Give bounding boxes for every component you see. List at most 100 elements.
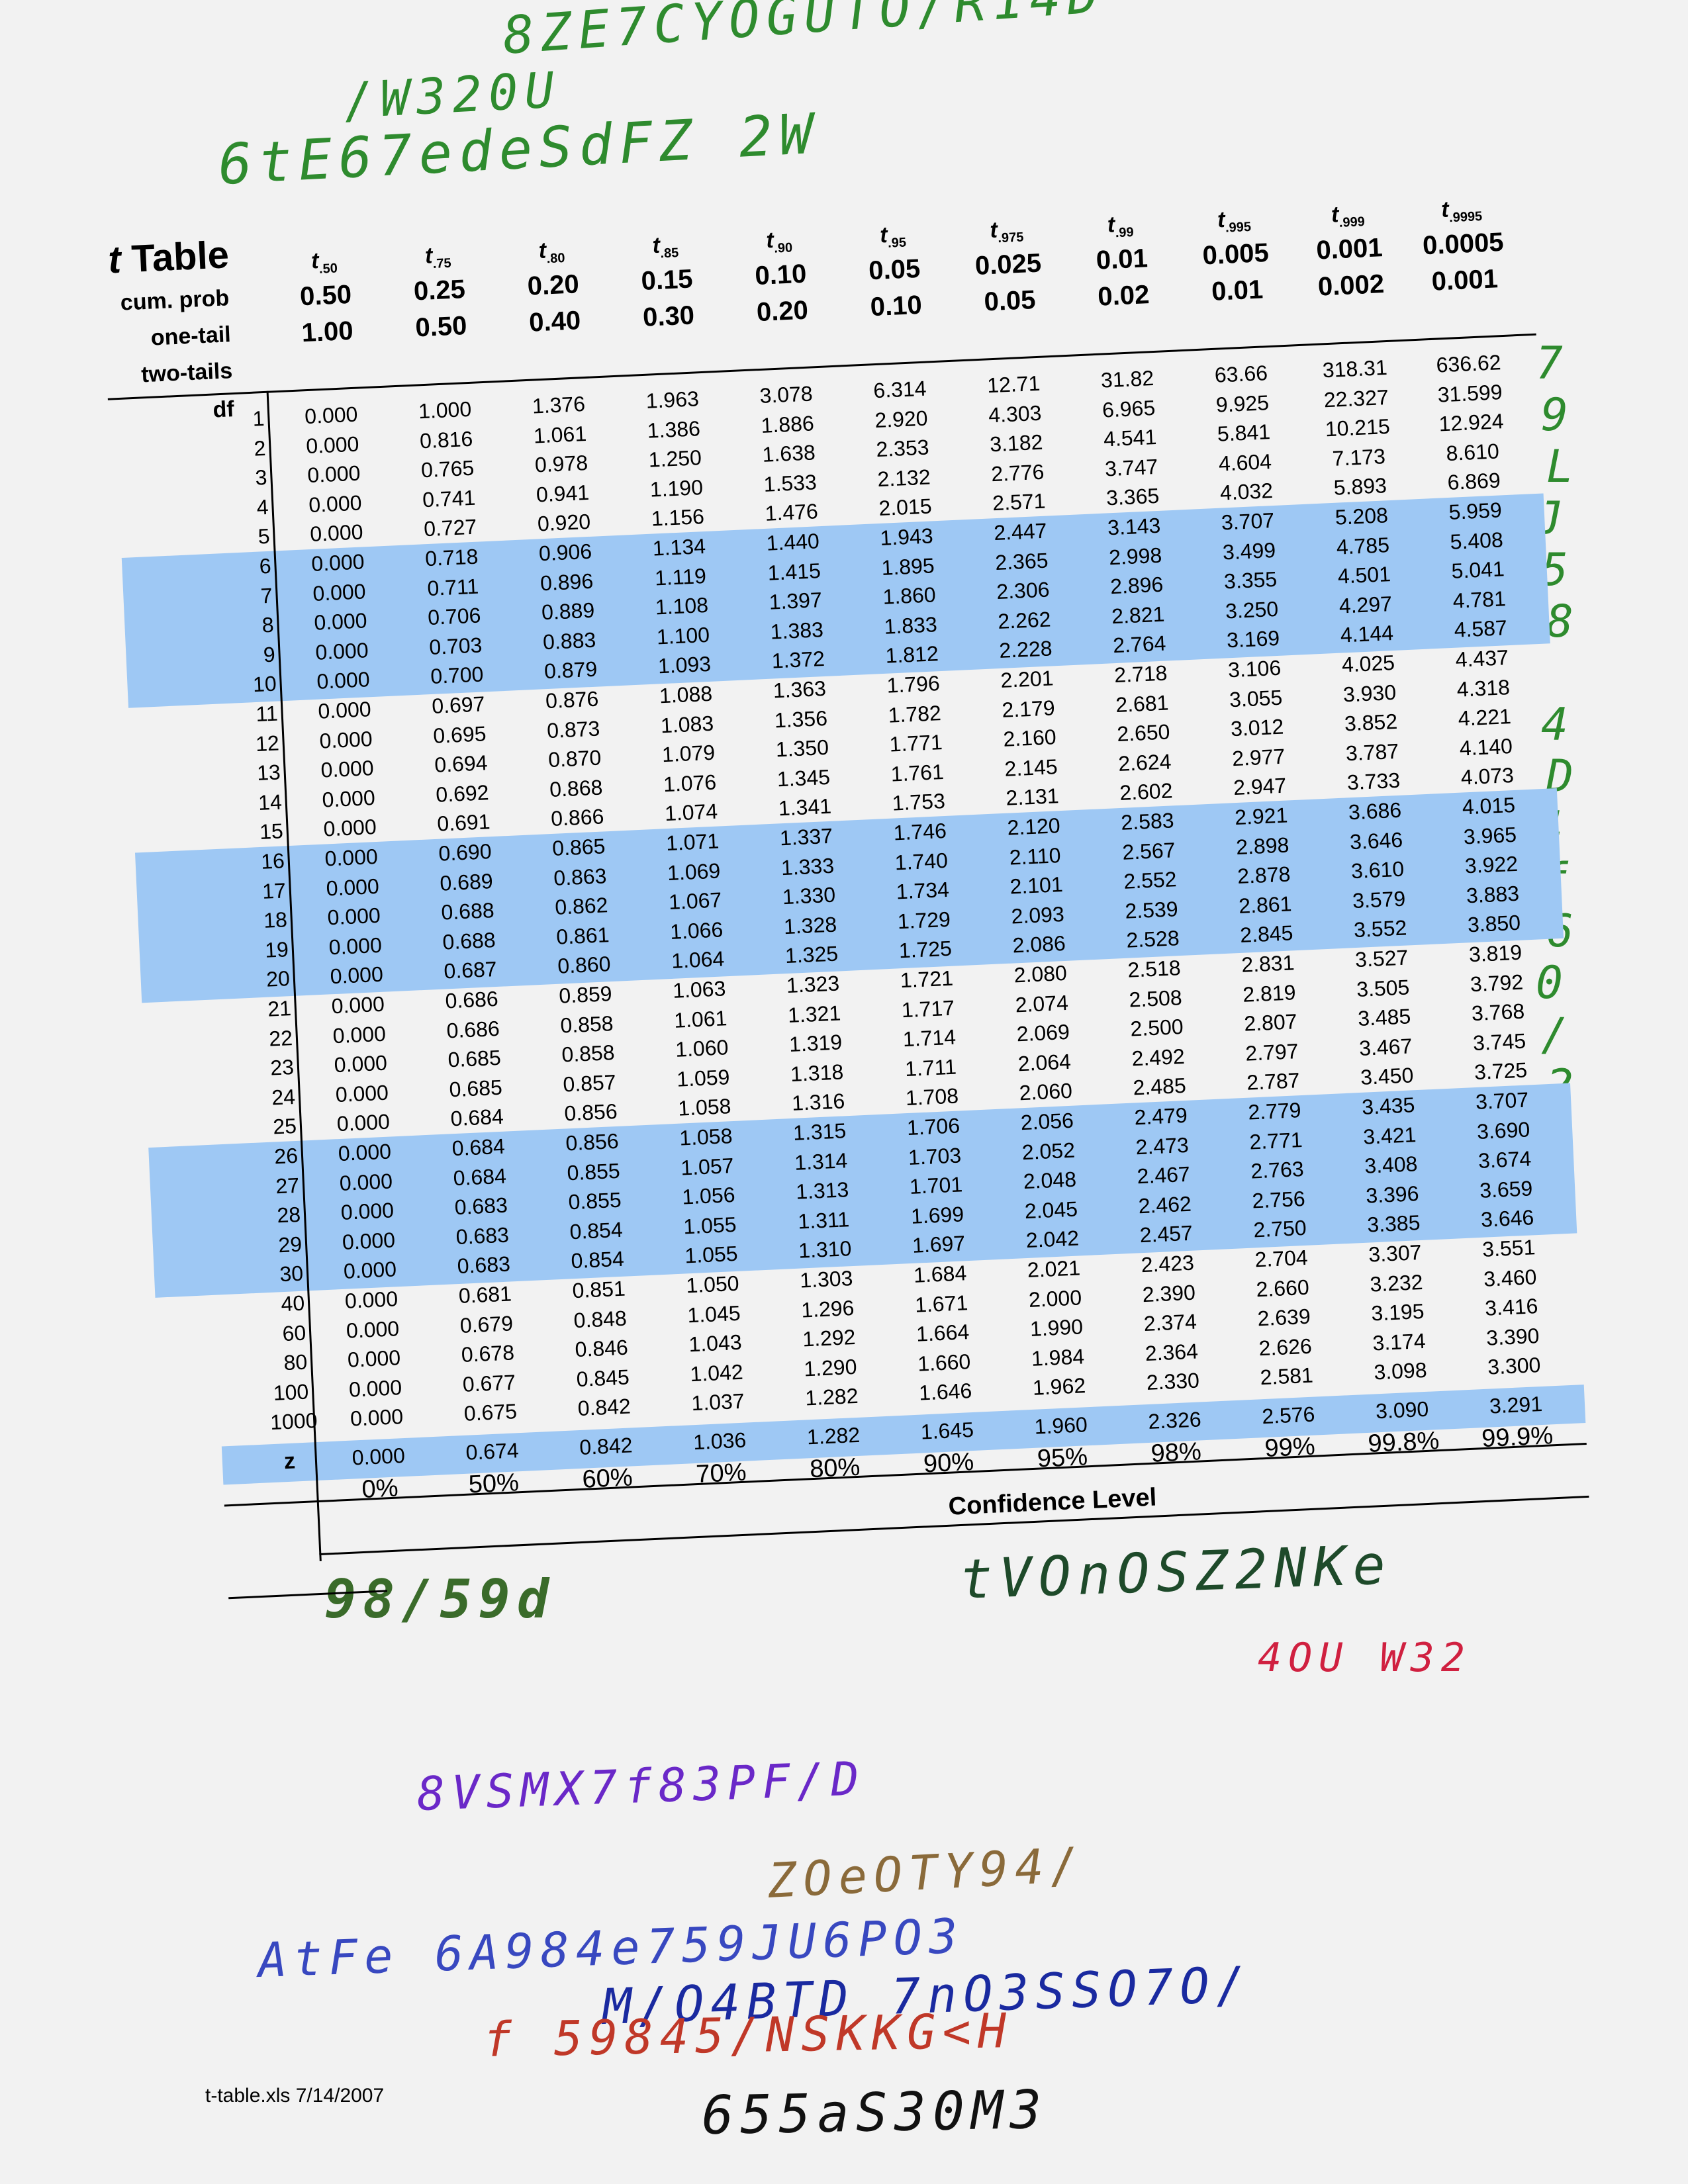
table-cell: 3.143: [1107, 513, 1161, 540]
table-cell: 0.000: [326, 903, 381, 930]
table-cell: 1.296: [800, 1295, 855, 1322]
table-cell: 1.372: [771, 647, 825, 673]
table-cell: 3.416: [1484, 1294, 1539, 1320]
header-one-tail-5: 0.05: [868, 253, 921, 286]
table-cell: 2.110: [1008, 842, 1062, 870]
table-cell: 1.990: [1029, 1314, 1084, 1342]
table-cell: 0.690: [438, 839, 492, 866]
table-cell: 4.073: [1460, 763, 1515, 790]
table-cell: 1.321: [787, 1001, 841, 1027]
table-cell: 5.841: [1217, 420, 1271, 446]
table-cell: 3.106: [1227, 655, 1282, 682]
z-cell: 0.674: [465, 1438, 520, 1465]
header-t-5: t.95: [879, 222, 907, 251]
table-cell: 0.691: [436, 809, 491, 837]
table-cell: 4.221: [1457, 704, 1512, 731]
handwriting-line-12: f 59845/NSKKG<H: [483, 2003, 1013, 2068]
header-t-8: t.995: [1217, 206, 1252, 236]
df-value: 25: [272, 1114, 297, 1139]
table-cell: 1.701: [909, 1172, 963, 1199]
table-cell: 0.694: [434, 751, 489, 778]
table-cell: 3.174: [1372, 1328, 1427, 1355]
table-cell: 1.476: [764, 499, 819, 526]
side-handwriting-char: /: [1541, 1009, 1575, 1061]
table-cell: 2.262: [997, 607, 1052, 633]
table-cell: 5.893: [1333, 473, 1387, 500]
header-t-sub: .975: [997, 230, 1024, 246]
table-cell: 2.069: [1015, 1019, 1070, 1046]
table-cell: 2.898: [1235, 833, 1290, 859]
table-cell: 1.318: [790, 1060, 844, 1086]
table-cell: 7.173: [1331, 444, 1386, 471]
table-cell: 0.863: [553, 863, 608, 890]
table-cell: 1.376: [532, 392, 586, 418]
df-value: 16: [260, 848, 285, 874]
table-cell: 1.533: [763, 470, 818, 496]
header-two-tails-7: 0.02: [1097, 280, 1150, 312]
table-cell: 3.307: [1368, 1240, 1423, 1267]
header-t-2: t.80: [538, 238, 565, 267]
table-cell: 1.697: [912, 1231, 966, 1258]
table-cell: 0.862: [554, 893, 609, 920]
table-cell: 0.000: [321, 785, 376, 812]
table-cell: 5.208: [1335, 503, 1389, 529]
header-t-sub: .9995: [1448, 209, 1483, 226]
table-cell: 2.779: [1247, 1098, 1302, 1124]
table-cell: 1.076: [663, 770, 717, 797]
table-cell: 2.353: [875, 435, 930, 462]
table-cell: 3.365: [1105, 484, 1160, 510]
z-cell: 0.842: [579, 1433, 633, 1459]
header-t-sub: .99: [1115, 224, 1135, 241]
table-cell: 3.646: [1480, 1205, 1535, 1232]
table-cell: 0.870: [547, 745, 602, 772]
header-one-tail-10: 0.0005: [1422, 227, 1505, 261]
df-value: 28: [276, 1202, 301, 1228]
table-cell: 0.000: [325, 874, 380, 901]
table-cell: 0.683: [453, 1193, 508, 1220]
header-t-sub: .75: [432, 255, 452, 272]
table-cell: 1.059: [676, 1064, 731, 1091]
header-one-tail-3: 0.15: [640, 264, 694, 296]
df-label: df: [212, 396, 235, 423]
table-cell: 3.787: [1345, 739, 1399, 766]
header-t-sub: .85: [660, 246, 679, 261]
table-cell: 3.390: [1485, 1323, 1540, 1350]
table-cell: 1.721: [900, 966, 954, 993]
table-cell: 2.093: [1010, 901, 1065, 929]
table-cell: 31.599: [1436, 379, 1503, 407]
footer-filename: t-table.xls 7/14/2007: [205, 2085, 385, 2107]
table-cell: 0.683: [456, 1251, 511, 1279]
table-cell: 318.31: [1322, 355, 1388, 383]
table-cell: 1.061: [533, 421, 587, 448]
table-cell: 0.685: [448, 1075, 503, 1102]
table-cell: 1.717: [901, 995, 955, 1022]
table-cell: 3.435: [1361, 1093, 1416, 1119]
table-cell: 1.703: [908, 1143, 962, 1169]
table-cell: 0.000: [332, 1021, 387, 1048]
table-cell: 1.055: [684, 1242, 739, 1268]
header-two-tails-9: 0.002: [1317, 269, 1385, 302]
table-cell: 1.045: [686, 1300, 741, 1327]
header-t-sub: .80: [546, 250, 565, 267]
table-cell: 3.725: [1474, 1058, 1528, 1085]
header-t-sub: .999: [1338, 214, 1366, 230]
table-cell: 1.330: [782, 882, 836, 909]
df-value: 6: [258, 553, 272, 578]
df-value: 20: [265, 966, 291, 992]
df-value: 1000: [269, 1408, 318, 1435]
z-cell: 1.282: [806, 1422, 861, 1449]
table-cell: 2.064: [1017, 1049, 1072, 1076]
table-cell: 3.852: [1344, 709, 1398, 736]
table-cell: 1.363: [773, 676, 827, 703]
one-tail-label: one-tail: [150, 322, 232, 351]
table-cell: 2.771: [1248, 1127, 1303, 1154]
table-cell: 1.069: [667, 858, 721, 885]
table-cell: 0.860: [557, 952, 612, 979]
table-cell: 0.679: [459, 1310, 514, 1338]
table-cell: 4.501: [1337, 562, 1391, 588]
z-cell: 2.576: [1261, 1402, 1316, 1429]
header-two-tails-6: 0.05: [983, 285, 1037, 317]
table-cell: 0.000: [344, 1287, 399, 1313]
table-cell: 3.922: [1464, 852, 1519, 878]
table-cell: 1.350: [775, 735, 829, 762]
